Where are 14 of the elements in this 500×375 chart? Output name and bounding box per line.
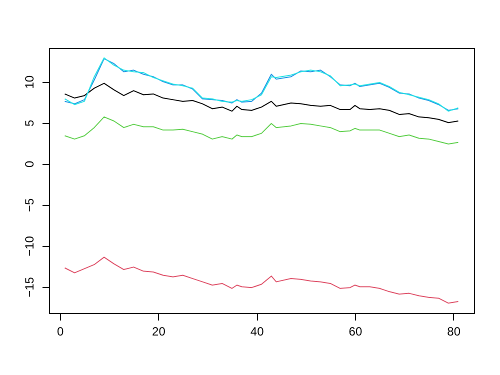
x-tick-label: 80 <box>447 324 461 338</box>
x-tick-label: 20 <box>152 324 166 338</box>
y-tick-label: −10 <box>22 236 36 256</box>
y-tick-label: 0 <box>22 160 36 168</box>
y-tick-label: 10 <box>22 75 36 89</box>
y-tick-label: −5 <box>22 198 36 212</box>
y-tick-label: −15 <box>22 276 36 298</box>
x-tick-label: 60 <box>348 324 362 338</box>
line-series <box>64 116 459 144</box>
x-tick-label: 0 <box>56 324 64 338</box>
x-tick-label: 40 <box>250 324 264 338</box>
line-series <box>64 256 459 304</box>
y-tick-label: 5 <box>22 120 36 127</box>
line-series <box>64 82 459 124</box>
